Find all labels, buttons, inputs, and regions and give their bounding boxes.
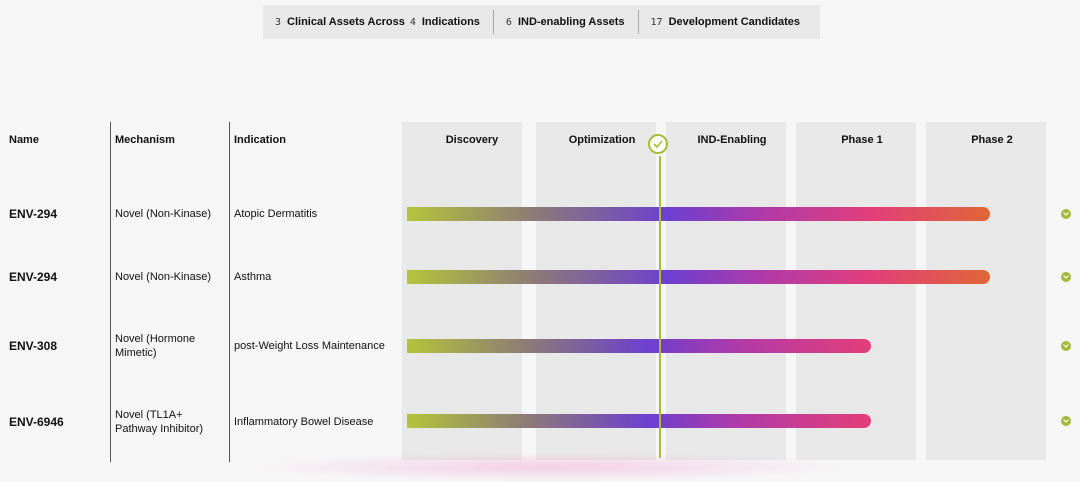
- stat-label: Clinical Assets Across: [287, 16, 405, 28]
- current-stage-line: [659, 156, 661, 458]
- stat-number: 17: [650, 16, 663, 28]
- stats-bar: 3 Clinical Assets Across 4 Indications 6…: [263, 5, 820, 39]
- row-mechanism: Novel (Hormone Mimetic): [115, 333, 196, 359]
- phase-label-phase-1: Phase 1: [841, 134, 883, 146]
- phase-column-phase-2: [926, 122, 1046, 460]
- stat-label: Indications: [421, 16, 480, 28]
- row-name: ENV-6946: [9, 415, 64, 429]
- header-indication: Indication: [234, 134, 286, 146]
- row-mechanism: Novel (TL1A+ Pathway Inhibitor): [115, 409, 204, 435]
- row-name: ENV-294: [9, 207, 58, 221]
- progress-bar: [407, 414, 871, 428]
- stat-label: IND-enabling Assets: [517, 16, 625, 28]
- row-mechanism: Novel (Non-Kinase): [115, 208, 211, 220]
- progress-bar: [407, 339, 871, 353]
- row-indication: Atopic Dermatitis: [234, 208, 318, 220]
- phase-label-discovery: Discovery: [445, 134, 499, 146]
- check-circle-icon: [648, 134, 668, 154]
- stat-number: 3: [275, 16, 282, 28]
- stat-number: 6: [505, 16, 512, 28]
- chevron-down-icon[interactable]: [1061, 341, 1071, 351]
- column-divider: [110, 122, 111, 462]
- chevron-down-icon[interactable]: [1061, 272, 1071, 282]
- header-mechanism: Mechanism: [115, 134, 175, 146]
- row-indication: Asthma: [234, 271, 272, 283]
- phase-label-ind-enabling: IND-Enabling: [697, 134, 767, 146]
- stat-number: 4: [409, 16, 416, 28]
- decorative-glow: [250, 452, 850, 482]
- row-mechanism: Novel (Non-Kinase): [115, 271, 211, 283]
- stat-clinical-assets: 3 Clinical Assets Across: [275, 16, 410, 28]
- chevron-down-icon[interactable]: [1061, 209, 1071, 219]
- phase-label-phase-2: Phase 2: [971, 134, 1013, 146]
- phase-column-optimization: [536, 122, 656, 460]
- stat-development-candidates: 17 Development Candidates: [651, 16, 805, 28]
- row-indication: post-Weight Loss Maintenance: [234, 340, 385, 352]
- column-divider: [229, 122, 230, 462]
- stat-divider: [492, 10, 494, 34]
- row-indication: Inflammatory Bowel Disease: [234, 416, 374, 428]
- row-name: ENV-308: [9, 339, 58, 353]
- stat-indications: 4 Indications: [410, 16, 485, 28]
- header-name: Name: [9, 134, 39, 146]
- phase-column-phase-1: [796, 122, 916, 460]
- stat-label: Development Candidates: [668, 16, 800, 28]
- phase-column-ind-enabling: [666, 122, 786, 460]
- phase-label-optimization: Optimization: [568, 134, 636, 146]
- chevron-down-icon[interactable]: [1061, 416, 1071, 426]
- progress-bar: [407, 207, 990, 221]
- stat-ind-enabling: 6 IND-enabling Assets: [506, 16, 630, 28]
- phase-column-discovery: [402, 122, 522, 460]
- row-name: ENV-294: [9, 270, 58, 284]
- stat-divider: [637, 10, 639, 34]
- progress-bar: [407, 270, 990, 284]
